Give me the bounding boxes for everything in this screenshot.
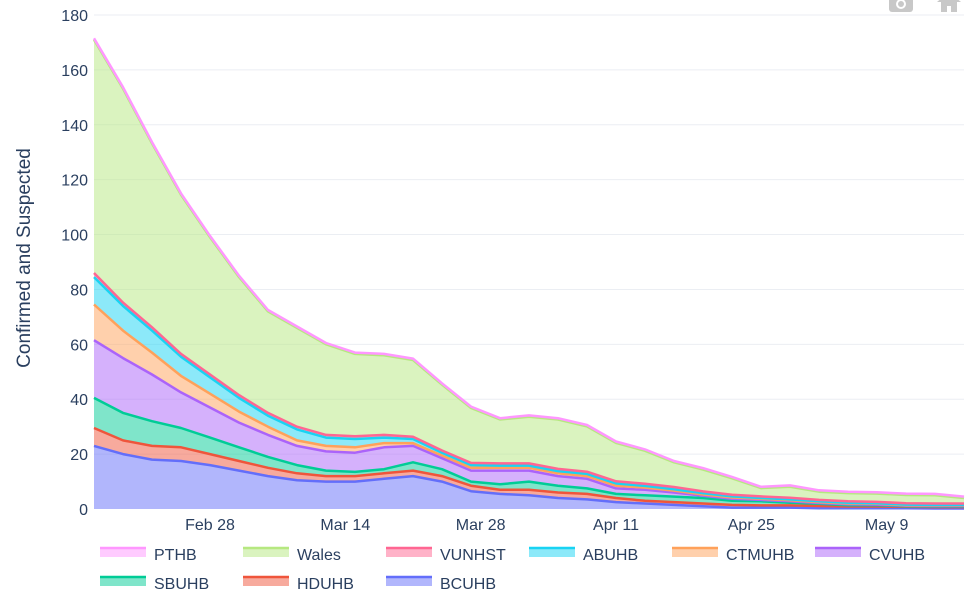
legend-label: ABUHB	[583, 547, 638, 564]
line-hduhb	[93, 426, 964, 509]
area-sbuhb	[94, 397, 964, 508]
x-tick-label: Feb 28	[185, 517, 235, 534]
legend-swatch	[672, 548, 718, 557]
x-tick-label: Mar 14	[320, 517, 370, 534]
x-tick-label: Apr 11	[593, 517, 639, 534]
x-tick-label: Apr 25	[728, 517, 775, 534]
y-tick-label: 80	[70, 282, 88, 299]
camera-icon[interactable]	[889, 0, 913, 12]
y-tick-label: 60	[70, 337, 88, 354]
y-tick-label: 100	[61, 228, 88, 245]
line-bcuhb	[93, 444, 964, 510]
y-tick-label: 0	[79, 502, 88, 519]
y-tick-label: 20	[70, 447, 88, 464]
home-icon[interactable]	[937, 0, 961, 12]
legend-swatch	[529, 548, 575, 557]
legend-label: SBUHB	[154, 576, 209, 593]
area-series	[94, 38, 964, 509]
legend-swatch	[100, 548, 146, 557]
legend-swatch	[386, 548, 432, 557]
y-axis-label: Confirmed and Suspected	[14, 148, 35, 368]
legend: PTHB Wales VUNHST ABUHB CTMUHB CVUHB SBUHB HDUH…	[100, 546, 925, 593]
legend-label: VUNHST	[440, 547, 506, 564]
legend-label: HDUHB	[297, 576, 354, 593]
line-pthb	[92, 37, 965, 498]
y-tick-label: 140	[61, 118, 88, 135]
legend-label: BCUHB	[440, 576, 496, 593]
y-tick-label: 180	[61, 8, 88, 25]
y-tick-label: 160	[61, 63, 88, 80]
legend-swatch	[243, 577, 289, 586]
area-wales	[94, 39, 964, 504]
x-axis-ticks: Feb 28 Mar 14 Mar 28 Apr 11 Apr 25 May 9	[185, 517, 908, 534]
area-bcuhb	[94, 445, 964, 509]
legend-label: PTHB	[154, 547, 197, 564]
legend-swatch	[386, 577, 432, 586]
legend-item-bcuhb[interactable]: BCUHB	[386, 575, 496, 593]
legend-item-hduhb[interactable]: HDUHB	[243, 575, 354, 593]
line-vunhst	[93, 272, 964, 505]
legend-swatch	[100, 577, 146, 586]
y-axis-ticks: 0 20 40 60 80 100 120 140 160 180	[61, 8, 88, 519]
y-tick-label: 40	[70, 392, 88, 409]
legend-item-pthb[interactable]: PTHB	[100, 546, 197, 564]
x-tick-label: Mar 28	[456, 517, 506, 534]
legend-item-vunhst[interactable]: VUNHST	[386, 546, 506, 564]
area-cvuhb	[94, 340, 964, 507]
y-tick-label: 120	[61, 173, 88, 190]
x-tick-label: May 9	[865, 517, 909, 534]
legend-label: CTMUHB	[726, 547, 794, 564]
legend-item-sbuhb[interactable]: SBUHB	[100, 575, 209, 593]
series-lines	[92, 37, 965, 510]
legend-item-abuhb[interactable]: ABUHB	[529, 546, 638, 564]
legend-item-cvuhb[interactable]: CVUHB	[815, 546, 925, 564]
legend-item-wales[interactable]: Wales	[243, 546, 341, 564]
legend-item-ctmuhb[interactable]: CTMUHB	[672, 546, 794, 564]
legend-swatch	[815, 548, 861, 557]
legend-label: CVUHB	[869, 547, 925, 564]
legend-swatch	[243, 548, 289, 557]
legend-label: Wales	[297, 547, 341, 564]
line-abuhb	[93, 276, 964, 507]
